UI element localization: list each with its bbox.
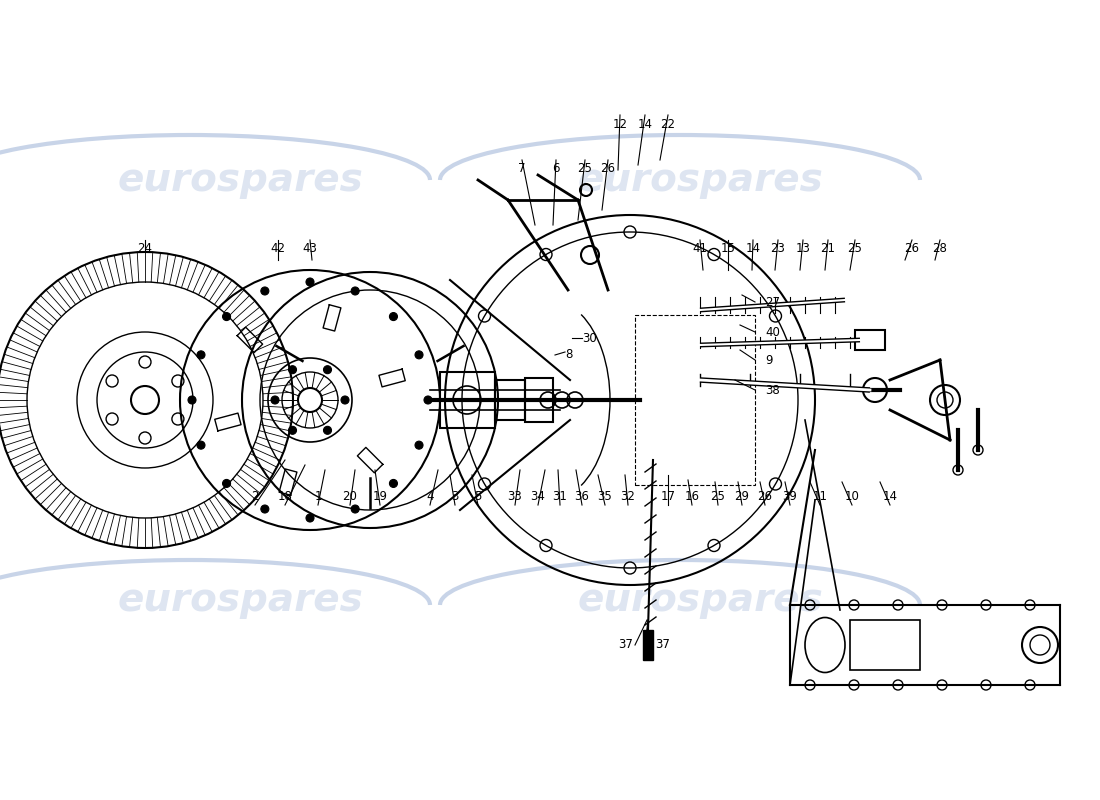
Circle shape	[306, 278, 313, 286]
Circle shape	[197, 351, 205, 359]
Text: 12: 12	[613, 118, 627, 130]
Text: 41: 41	[693, 242, 707, 255]
Circle shape	[415, 441, 424, 449]
Bar	[635, 315, 755, 485]
Text: 40: 40	[764, 326, 780, 338]
Text: 39: 39	[782, 490, 797, 503]
Text: 14: 14	[882, 490, 898, 503]
Text: 22: 22	[660, 118, 675, 130]
Circle shape	[389, 479, 397, 487]
Bar	[850, 620, 920, 670]
Text: 6: 6	[552, 162, 560, 175]
Circle shape	[197, 441, 205, 449]
Text: 35: 35	[597, 490, 613, 503]
Text: 37: 37	[618, 638, 632, 651]
Text: 16: 16	[684, 490, 700, 503]
Bar	[644, 630, 653, 660]
Text: 18: 18	[277, 490, 293, 503]
Text: 14: 14	[746, 242, 760, 255]
Text: 38: 38	[764, 383, 780, 397]
Text: 23: 23	[771, 242, 785, 255]
Bar	[495, 380, 525, 420]
Text: 43: 43	[302, 242, 318, 255]
Text: 5: 5	[474, 490, 482, 503]
Text: 2: 2	[251, 490, 258, 503]
Bar	[525, 378, 553, 422]
Text: 31: 31	[552, 490, 568, 503]
Text: 25: 25	[711, 490, 725, 503]
Circle shape	[222, 313, 231, 321]
Text: 17: 17	[660, 490, 675, 503]
Text: 14: 14	[638, 118, 652, 130]
Circle shape	[323, 366, 331, 374]
Text: 24: 24	[138, 242, 153, 255]
Text: 21: 21	[821, 242, 836, 255]
Text: 1: 1	[315, 490, 321, 503]
Circle shape	[415, 351, 424, 359]
Text: 7: 7	[518, 162, 526, 175]
Text: 32: 32	[620, 490, 636, 503]
Circle shape	[351, 287, 360, 295]
Text: 36: 36	[574, 490, 590, 503]
Text: eurospares: eurospares	[578, 161, 823, 199]
Text: 20: 20	[342, 490, 358, 503]
Text: 4: 4	[427, 490, 433, 503]
Text: 27: 27	[764, 295, 780, 309]
Bar	[855, 330, 886, 350]
Text: 13: 13	[795, 242, 811, 255]
Circle shape	[351, 505, 360, 513]
Circle shape	[271, 396, 279, 404]
Text: 26: 26	[758, 490, 772, 503]
Text: 26: 26	[904, 242, 920, 255]
Text: 42: 42	[271, 242, 286, 255]
Text: eurospares: eurospares	[117, 161, 363, 199]
Text: eurospares: eurospares	[578, 581, 823, 619]
Bar	[440, 372, 495, 428]
Text: 28: 28	[933, 242, 947, 255]
Circle shape	[424, 396, 432, 404]
Circle shape	[288, 426, 297, 434]
Circle shape	[261, 505, 268, 513]
Circle shape	[222, 479, 231, 487]
Circle shape	[306, 514, 313, 522]
Text: 15: 15	[720, 242, 736, 255]
Text: 10: 10	[845, 490, 859, 503]
Circle shape	[341, 396, 349, 404]
Circle shape	[261, 287, 268, 295]
Circle shape	[389, 313, 397, 321]
Text: 11: 11	[813, 490, 827, 503]
Text: 26: 26	[601, 162, 616, 175]
Circle shape	[288, 366, 297, 374]
Text: 3: 3	[451, 490, 459, 503]
Text: 30: 30	[582, 331, 596, 345]
Text: 34: 34	[530, 490, 546, 503]
Text: 33: 33	[507, 490, 522, 503]
Text: 19: 19	[373, 490, 387, 503]
Text: 25: 25	[848, 242, 862, 255]
Text: eurospares: eurospares	[117, 581, 363, 619]
Circle shape	[323, 426, 331, 434]
Text: 25: 25	[578, 162, 593, 175]
Text: 8: 8	[565, 349, 572, 362]
Text: 37: 37	[654, 638, 670, 651]
Text: 29: 29	[735, 490, 749, 503]
Text: 9: 9	[764, 354, 772, 366]
Circle shape	[188, 396, 196, 404]
